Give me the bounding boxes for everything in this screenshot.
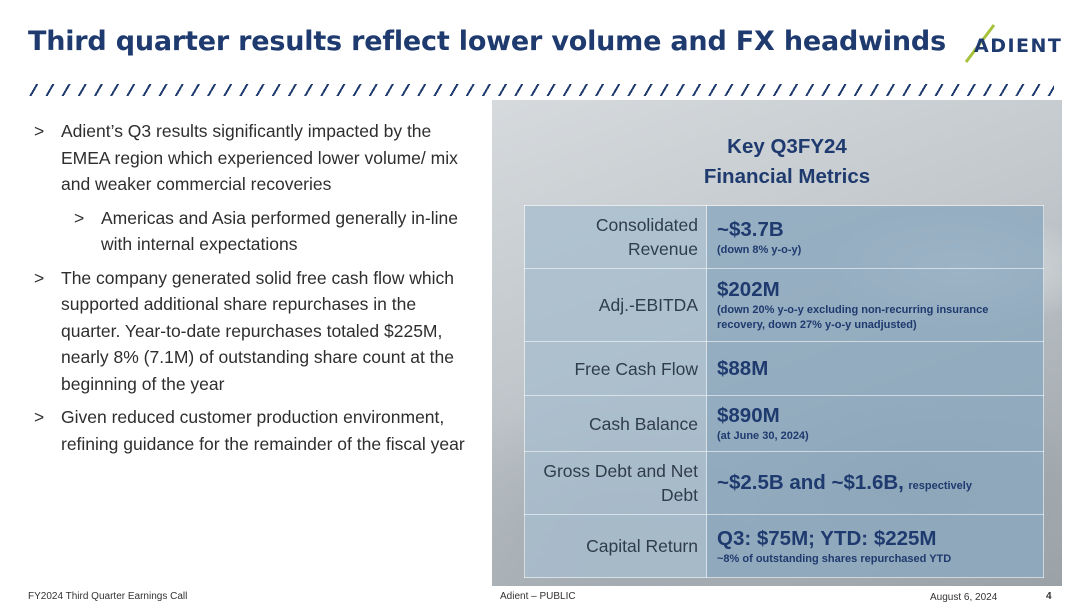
metric-value: $202M: [717, 278, 780, 301]
metric-value: $88M: [717, 356, 769, 380]
footer-date: August 6, 2024: [930, 592, 998, 603]
metric-value-cell: $202M (down 20% y-o-y excluding non-recu…: [706, 268, 1044, 342]
bullet-marker: >: [34, 407, 45, 427]
bullet-text: Given reduced customer production enviro…: [61, 407, 465, 454]
bullet-text: Adient’s Q3 results significantly impact…: [61, 121, 458, 194]
page-title: Third quarter results reflect lower volu…: [28, 26, 946, 57]
metric-value-cell: ~$2.5B and ~$1.6B, respectively: [706, 451, 1044, 515]
metric-label: Cash Balance: [524, 395, 707, 452]
metric-label: Consolidated Revenue: [524, 205, 707, 269]
metric-note: ~8% of outstanding shares repurchased YT…: [717, 552, 952, 565]
metric-note: (down 20% y-o-y excluding non-recurring …: [717, 304, 989, 331]
logo-text: ADIENT: [974, 35, 1063, 57]
bullet-list: > Adient’s Q3 results significantly impa…: [34, 118, 474, 464]
bullet-item: > Given reduced customer production envi…: [34, 404, 474, 457]
table-row: Cash Balance $890M (at June 30, 2024): [524, 395, 1044, 452]
bullet-item: > Adient’s Q3 results significantly impa…: [34, 118, 474, 198]
metric-value-cell: ~$3.7B (down 8% y-o-y): [706, 205, 1044, 269]
bullet-marker: >: [34, 267, 45, 288]
metrics-table: Consolidated Revenue ~$3.7B (down 8% y-o…: [524, 205, 1044, 578]
metric-label: Adj.-EBITDA: [524, 268, 707, 342]
metric-value: ~$3.7B: [717, 217, 784, 241]
metric-value: Q3: $75M; YTD: $225M: [717, 526, 937, 550]
metric-value-cell: $88M: [706, 341, 1044, 396]
bullet-item: > The company generated solid free cash …: [34, 265, 474, 398]
metric-label: Free Cash Flow: [524, 341, 707, 396]
sub-bullet-item: > Americas and Asia performed generally …: [74, 205, 474, 258]
logo-mark-icon: [964, 24, 996, 63]
metrics-heading-line1: Key Q3FY24: [727, 135, 847, 158]
table-row: Adj.-EBITDA $202M (down 20% y-o-y exclud…: [524, 268, 1044, 342]
table-row: Gross Debt and Net Debt ~$2.5B and ~$1.6…: [524, 451, 1044, 515]
metric-value-cell: Q3: $75M; YTD: $225M ~8% of outstanding …: [706, 514, 1044, 578]
metrics-heading: Key Q3FY24 Financial Metrics: [492, 132, 1080, 192]
metric-value: $890M: [717, 404, 780, 427]
bullet-marker: >: [74, 207, 85, 228]
metric-note: (at June 30, 2024): [717, 430, 809, 442]
footer-classification: Adient – PUBLIC: [500, 591, 576, 602]
footer-event: FY2024 Third Quarter Earnings Call: [28, 591, 188, 602]
table-row: Consolidated Revenue ~$3.7B (down 8% y-o…: [524, 205, 1044, 269]
metrics-panel: Key Q3FY24 Financial Metrics Consolidate…: [492, 100, 1062, 586]
bullet-text: Americas and Asia performed generally in…: [101, 207, 458, 255]
bullet-text: The company generated solid free cash fl…: [61, 267, 455, 394]
metric-value: ~$2.5B and ~$1.6B,: [717, 471, 904, 494]
metric-note: (down 8% y-o-y): [717, 243, 802, 256]
hatched-divider: [28, 84, 1054, 96]
metrics-heading-line2: Financial Metrics: [703, 165, 871, 188]
metric-label: Capital Return: [524, 514, 707, 578]
table-row: Free Cash Flow $88M: [524, 341, 1044, 396]
adient-logo: ADIENT: [958, 22, 1061, 66]
metric-label: Gross Debt and Net Debt: [524, 451, 707, 515]
page-number: 4: [1046, 591, 1052, 602]
table-row: Capital Return Q3: $75M; YTD: $225M ~8% …: [524, 514, 1044, 578]
metric-note: respectively: [908, 480, 972, 492]
metric-value-cell: $890M (at June 30, 2024): [706, 395, 1044, 452]
bullet-marker: >: [34, 121, 45, 141]
